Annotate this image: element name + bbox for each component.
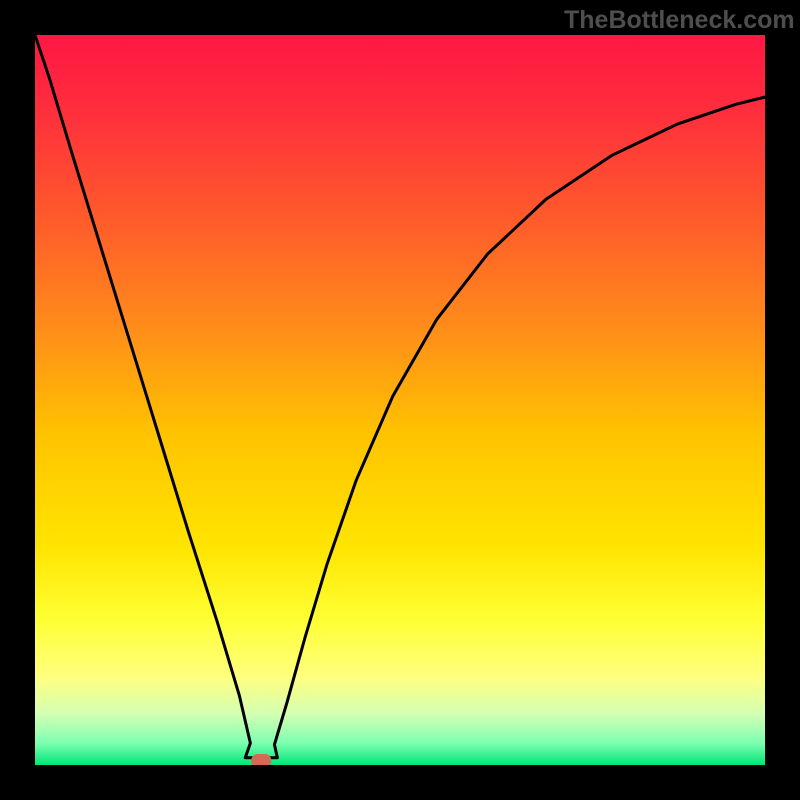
- vertex-marker: [251, 754, 271, 765]
- gradient-background: [35, 35, 765, 765]
- plot-svg: [35, 35, 765, 765]
- plot-area: [35, 35, 765, 765]
- watermark-text: TheBottleneck.com: [564, 6, 795, 35]
- chart-stage: TheBottleneck.com: [0, 0, 800, 800]
